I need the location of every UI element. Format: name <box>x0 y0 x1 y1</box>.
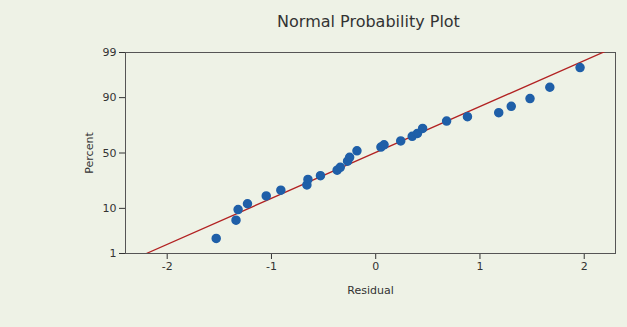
svg-text:1: 1 <box>110 247 117 260</box>
svg-text:Residual: Residual <box>347 284 393 297</box>
svg-text:-1: -1 <box>266 260 277 273</box>
svg-text:99: 99 <box>103 46 117 59</box>
svg-text:10: 10 <box>103 202 117 215</box>
svg-text:90: 90 <box>103 91 117 104</box>
svg-text:50: 50 <box>103 147 117 160</box>
html-text:Normal Probability Plot: Normal Probability Plot <box>277 12 460 31</box>
svg-text:Percent: Percent <box>83 132 96 174</box>
svg-text:-2: -2 <box>162 260 173 273</box>
svg-text:0: 0 <box>372 260 379 273</box>
svg-text:2: 2 <box>581 260 588 273</box>
svg-text:1: 1 <box>476 260 483 273</box>
